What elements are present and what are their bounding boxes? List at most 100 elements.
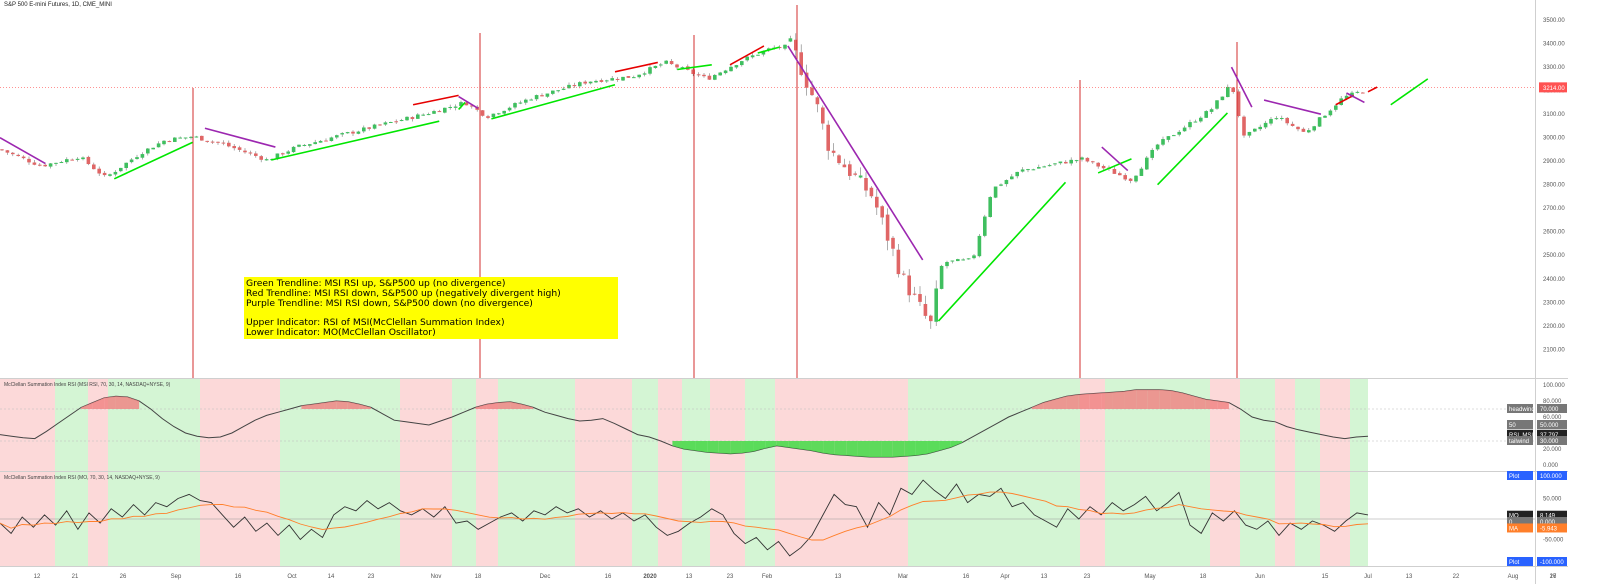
candle-body [362, 127, 366, 132]
candle-body [842, 164, 847, 168]
candle-body [32, 162, 37, 165]
green-trendline [271, 120, 440, 161]
candle-body [756, 54, 760, 56]
green-trendline [937, 181, 1067, 322]
purple-trendline [1101, 146, 1129, 172]
rsi-overbought-fill [475, 404, 487, 409]
rsi-oversold-fill [904, 441, 916, 457]
rsi-overbought-fill [1031, 402, 1044, 409]
candle-body [1290, 123, 1295, 126]
candle-body [529, 99, 533, 101]
candle-body [858, 175, 863, 178]
rsi-zone [682, 379, 710, 471]
headwind-value: 70.000 [1540, 407, 1559, 413]
candle-body [486, 116, 490, 118]
candle-body [956, 259, 960, 262]
candle-body [162, 140, 166, 145]
x-tick-label: Dec [540, 574, 551, 580]
rsi-zone [745, 379, 775, 471]
candle-body [92, 164, 96, 170]
candle-body [1312, 126, 1316, 131]
rsi-zone [1320, 379, 1350, 471]
zero-value-value-box [1537, 517, 1567, 526]
candle-body [680, 67, 685, 69]
candle-body [1172, 135, 1176, 137]
red-trendline [729, 45, 765, 66]
candle-body [1209, 109, 1214, 112]
rsi-oversold-fill [776, 441, 789, 448]
x-tick-label: 13 [686, 574, 693, 580]
candle-body [1150, 149, 1154, 158]
rsi-zone [575, 379, 632, 471]
candle-body [804, 72, 809, 88]
annotation-line-green: Green Trendline: MSI RSI up, S&P500 up (… [246, 278, 506, 289]
rsi-overbought-fill [1147, 389, 1160, 409]
candle-body [11, 152, 15, 155]
rsi-oversold-fill [892, 441, 905, 457]
candle-body [885, 214, 890, 241]
rsi-oversold-fill [753, 441, 766, 452]
candle-body [437, 111, 442, 113]
candle-body [135, 157, 139, 160]
candle-body [1020, 169, 1025, 172]
candle-body [610, 78, 614, 81]
candle-body [939, 265, 944, 289]
annotation-box: Green Trendline: MSI RSI up, S&P500 up (… [244, 277, 618, 339]
rsi-zone [476, 379, 498, 471]
mo-pane-title: McClellan Summation Index RSI (MO, 70, 3… [4, 475, 160, 481]
candle-body [1280, 118, 1284, 120]
x-tick-label: Mar [898, 574, 908, 580]
rsi-oversold-fill [730, 441, 742, 454]
candle-body [583, 81, 587, 84]
rsi-oversold-fill [939, 441, 951, 451]
candle-body [448, 107, 452, 109]
x-tick-label: 12 [34, 574, 41, 580]
candle-body [1236, 91, 1241, 116]
ma-value-tag-label: MA [1509, 526, 1518, 532]
x-tick-label: 17 [1550, 574, 1557, 580]
candle-body [1296, 126, 1300, 130]
rsi-tick-label: 60.000 [1543, 415, 1562, 421]
rsi-overbought-fill [104, 396, 116, 409]
candle-body [810, 87, 814, 96]
price-tick-label: 2500.00 [1543, 253, 1565, 259]
candle-body [524, 99, 528, 103]
x-tick-label: Aug [1508, 574, 1519, 580]
rsi-oversold-fill [823, 441, 835, 455]
candle-body [1053, 163, 1057, 165]
tailwind-value: 30.000 [1540, 439, 1559, 445]
candle-body [491, 113, 496, 118]
candle-body [912, 293, 917, 295]
red-trendline [412, 94, 459, 106]
candle-body [1085, 157, 1090, 162]
candle-body [1074, 160, 1079, 162]
candle-body [54, 162, 58, 164]
candle-body [1226, 86, 1230, 98]
candle-body [1042, 166, 1046, 168]
candle-body [410, 117, 415, 120]
ma-value-value-box [1537, 523, 1567, 533]
x-tick-label: 13 [1406, 574, 1413, 580]
candle-body [1064, 161, 1068, 164]
red-trendline [1367, 86, 1378, 93]
x-tick-label: Feb [762, 574, 773, 580]
rsi-oversold-fill [741, 441, 754, 453]
rsi-msi-tag-label: RSI_MSI [1509, 433, 1533, 439]
candle-body [216, 141, 220, 143]
plot-bottom-value-box [1537, 557, 1567, 566]
candle-body [345, 132, 350, 134]
green-trendline [757, 46, 780, 54]
rsi-oversold-fill [672, 441, 684, 449]
rsi-overbought-fill [1136, 389, 1148, 409]
purple-trendline [458, 95, 479, 109]
rsi-oversold-fill [834, 441, 847, 456]
candle-body [507, 107, 512, 111]
rsi-overbought-fill [347, 401, 360, 409]
rsi-zone [710, 379, 745, 471]
candle-body [281, 153, 285, 155]
green-trendline [458, 101, 466, 110]
candle-body [443, 107, 447, 113]
candle-body [513, 103, 517, 108]
rsi-overbought-fill [81, 402, 93, 409]
x-tick-label: 21 [72, 574, 79, 580]
